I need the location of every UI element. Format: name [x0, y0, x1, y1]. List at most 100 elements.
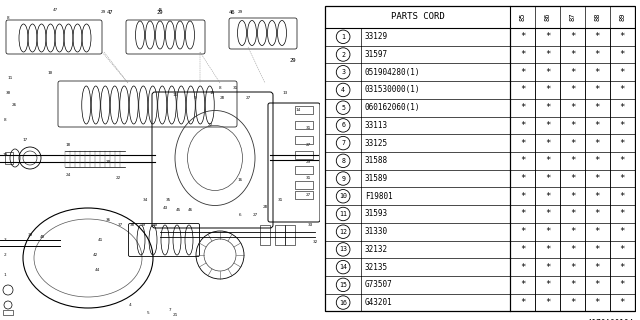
- Text: *: *: [570, 103, 575, 112]
- Text: 38: 38: [129, 223, 134, 227]
- Text: PARTS CORD: PARTS CORD: [391, 12, 445, 21]
- Text: *: *: [595, 68, 600, 77]
- Text: *: *: [570, 121, 575, 130]
- Text: 31593: 31593: [365, 210, 388, 219]
- Text: 87: 87: [570, 12, 575, 21]
- Text: *: *: [520, 139, 525, 148]
- Text: *: *: [520, 174, 525, 183]
- Bar: [275, 225, 285, 245]
- Text: G43201: G43201: [365, 298, 393, 307]
- Text: 31597: 31597: [365, 50, 388, 59]
- Bar: [5, 152, 13, 164]
- Text: 29: 29: [237, 10, 243, 14]
- Text: *: *: [520, 245, 525, 254]
- Text: 10: 10: [339, 193, 347, 199]
- Text: *: *: [545, 280, 550, 289]
- Text: 5: 5: [147, 311, 149, 315]
- Text: 15: 15: [209, 91, 214, 95]
- Bar: [260, 225, 270, 245]
- Text: 30: 30: [5, 91, 11, 95]
- Text: *: *: [620, 280, 625, 289]
- Text: *: *: [595, 50, 600, 59]
- Text: 29: 29: [290, 58, 296, 62]
- Text: *: *: [545, 50, 550, 59]
- Text: 37: 37: [117, 223, 123, 227]
- Text: 46: 46: [188, 208, 193, 212]
- Text: F19801: F19801: [365, 192, 393, 201]
- Text: *: *: [620, 245, 625, 254]
- Bar: [285, 225, 295, 245]
- Text: 26: 26: [12, 103, 17, 107]
- Bar: [295, 121, 313, 129]
- Text: 42: 42: [92, 253, 98, 257]
- Text: 28: 28: [262, 205, 268, 209]
- Text: 031530000(1): 031530000(1): [365, 85, 420, 94]
- Text: *: *: [570, 227, 575, 236]
- Text: *: *: [570, 245, 575, 254]
- Text: 5: 5: [341, 105, 345, 111]
- Text: *: *: [570, 280, 575, 289]
- Text: A170A00104: A170A00104: [588, 318, 635, 320]
- Text: *: *: [545, 156, 550, 165]
- Text: 10: 10: [47, 71, 52, 75]
- Text: 33129: 33129: [365, 32, 388, 41]
- Text: *: *: [570, 68, 575, 77]
- Text: 20: 20: [106, 160, 111, 164]
- Text: 40: 40: [152, 223, 157, 227]
- Text: *: *: [595, 210, 600, 219]
- Text: 6: 6: [239, 213, 241, 217]
- Text: 1: 1: [341, 34, 345, 40]
- Text: 060162060(1): 060162060(1): [365, 103, 420, 112]
- Text: *: *: [595, 121, 600, 130]
- Text: *: *: [520, 227, 525, 236]
- Text: *: *: [620, 139, 625, 148]
- Bar: [295, 136, 313, 144]
- Text: 8: 8: [4, 118, 6, 122]
- Text: *: *: [545, 263, 550, 272]
- Text: *: *: [595, 85, 600, 94]
- Text: 32: 32: [312, 240, 317, 244]
- Text: *: *: [520, 298, 525, 307]
- Text: *: *: [520, 156, 525, 165]
- Text: 27: 27: [305, 193, 310, 197]
- Text: *: *: [520, 192, 525, 201]
- Text: 27: 27: [305, 143, 310, 147]
- Text: *: *: [595, 139, 600, 148]
- Text: *: *: [620, 85, 625, 94]
- Text: *: *: [545, 174, 550, 183]
- Text: *: *: [595, 280, 600, 289]
- Text: 31588: 31588: [365, 156, 388, 165]
- Text: *: *: [570, 174, 575, 183]
- Text: 3: 3: [4, 238, 6, 242]
- Text: 8: 8: [219, 86, 221, 90]
- Text: 41: 41: [97, 238, 102, 242]
- Text: 13: 13: [282, 91, 287, 95]
- Text: 15: 15: [339, 282, 347, 288]
- Bar: [3, 310, 13, 315]
- Text: 47: 47: [107, 10, 113, 14]
- Bar: [295, 191, 313, 199]
- Text: *: *: [545, 32, 550, 41]
- Text: *: *: [620, 50, 625, 59]
- Text: 8: 8: [341, 158, 345, 164]
- Text: 17: 17: [22, 138, 28, 142]
- Text: *: *: [620, 192, 625, 201]
- Text: *: *: [545, 85, 550, 94]
- Text: 47: 47: [52, 8, 58, 12]
- Text: 1: 1: [4, 273, 6, 277]
- Text: 46: 46: [157, 8, 163, 12]
- Text: 31: 31: [305, 176, 310, 180]
- Text: 12: 12: [339, 229, 347, 235]
- Text: 16: 16: [237, 178, 243, 182]
- Text: 31: 31: [305, 126, 310, 130]
- Text: *: *: [545, 298, 550, 307]
- Text: 44: 44: [94, 268, 100, 272]
- Text: *: *: [570, 192, 575, 201]
- Text: 14: 14: [296, 108, 301, 112]
- Text: 35: 35: [165, 198, 171, 202]
- Text: 36: 36: [106, 218, 111, 222]
- Text: *: *: [595, 227, 600, 236]
- Text: *: *: [545, 227, 550, 236]
- Text: 32132: 32132: [365, 245, 388, 254]
- Text: 3: 3: [341, 69, 345, 75]
